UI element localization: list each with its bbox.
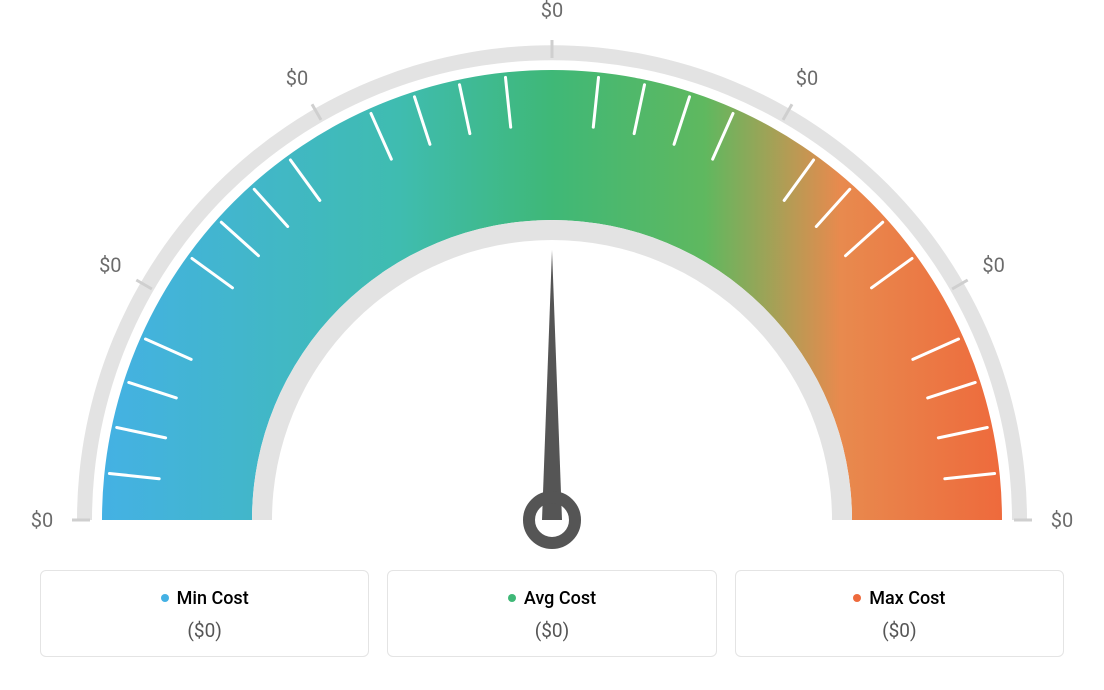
gauge-tick-label: $0 bbox=[796, 66, 818, 90]
legend-value-min: ($0) bbox=[51, 619, 358, 642]
gauge-svg bbox=[0, 0, 1104, 560]
legend-value-max: ($0) bbox=[746, 619, 1053, 642]
legend-row: Min Cost ($0) Avg Cost ($0) Max Cost ($0… bbox=[40, 570, 1064, 657]
legend-card-min: Min Cost ($0) bbox=[40, 570, 369, 657]
gauge-chart: $0 $0 $0 $0 $0 $0 $0 bbox=[0, 0, 1104, 560]
legend-card-max: Max Cost ($0) bbox=[735, 570, 1064, 657]
legend-value-avg: ($0) bbox=[398, 619, 705, 642]
legend-title-min: Min Cost bbox=[161, 588, 249, 609]
gauge-tick-label: $0 bbox=[31, 508, 53, 532]
gauge-tick-label: $0 bbox=[541, 0, 563, 22]
legend-card-avg: Avg Cost ($0) bbox=[387, 570, 716, 657]
legend-label: Min Cost bbox=[177, 588, 249, 609]
legend-label: Avg Cost bbox=[524, 588, 596, 609]
legend-label: Max Cost bbox=[869, 588, 945, 609]
legend-title-avg: Avg Cost bbox=[508, 588, 596, 609]
gauge-tick-label: $0 bbox=[1051, 508, 1073, 532]
legend-title-max: Max Cost bbox=[853, 588, 945, 609]
dot-icon bbox=[508, 594, 516, 602]
gauge-tick-label: $0 bbox=[99, 253, 121, 277]
dot-icon bbox=[161, 594, 169, 602]
dot-icon bbox=[853, 594, 861, 602]
gauge-tick-label: $0 bbox=[286, 66, 308, 90]
gauge-tick-label: $0 bbox=[982, 253, 1004, 277]
